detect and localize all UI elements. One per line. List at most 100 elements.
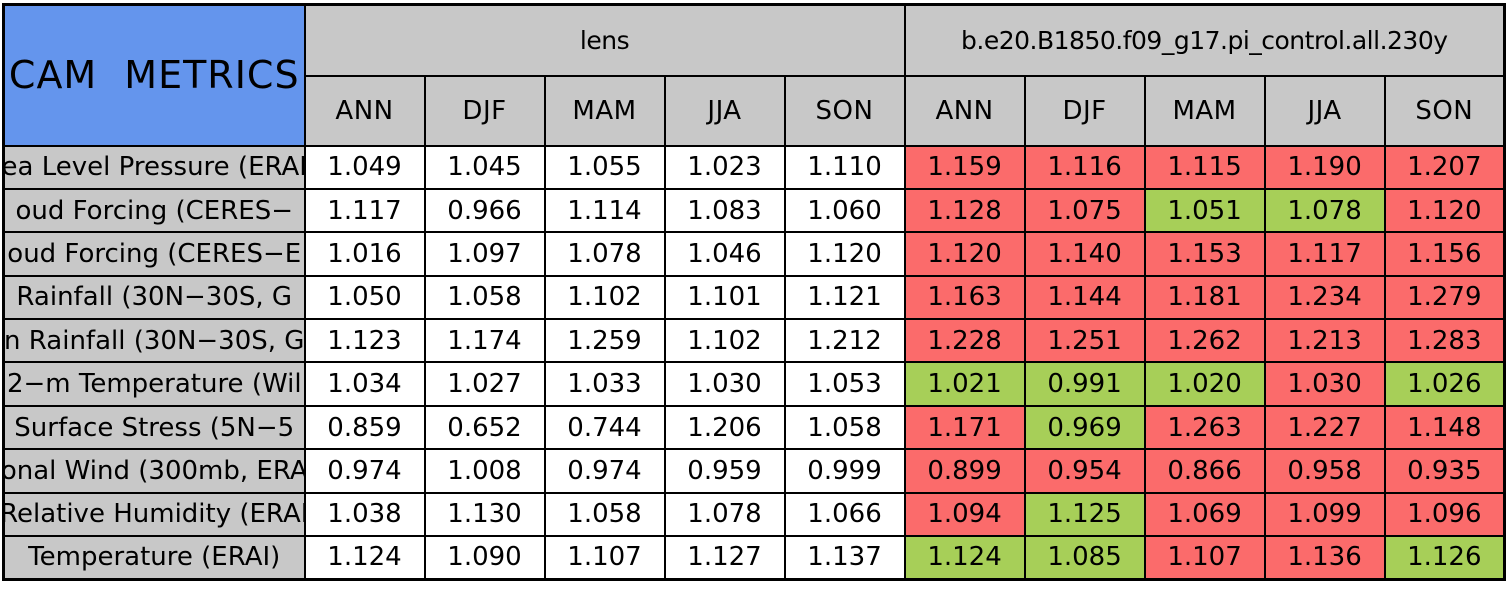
control-value-cell: 1.279 [1383, 274, 1506, 321]
metric-label-text: Relative Humidity (ERAI [5, 499, 304, 530]
lens-value-cell: 1.045 [423, 144, 546, 190]
lens-value-cell: 0.959 [663, 448, 786, 494]
lens-value-cell: 0.859 [303, 404, 426, 451]
lens-value-cell: 1.114 [543, 187, 666, 234]
season-header-jja-group2: JJA [1263, 74, 1386, 147]
control-value-cell: 0.969 [1023, 404, 1146, 451]
group-header-lens: lens [303, 3, 906, 77]
control-value-cell: 1.148 [1383, 404, 1506, 451]
lens-value-cell: 1.049 [303, 144, 426, 190]
metric-label-text: onal Wind (300mb, ERA [5, 455, 304, 486]
metric-label-text: ea Level Pressure (ERAI [5, 152, 304, 183]
lens-value-cell: 1.124 [303, 535, 426, 581]
metric-label-text: 2−m Temperature (Wil [6, 369, 302, 400]
metric-label-cell: onal Wind (300mb, ERA [2, 448, 306, 494]
control-value-cell: 1.228 [903, 318, 1026, 364]
season-header-row: ANN DJF MAM JJA SON ANN DJF MAM JJA SON [4, 74, 1506, 147]
control-value-cell: 1.124 [903, 535, 1026, 581]
metric-label-cell: Relative Humidity (ERAI [2, 491, 306, 538]
season-header-djf-group2: DJF [1023, 74, 1146, 147]
control-value-cell: 1.021 [903, 361, 1026, 407]
control-value-cell: 1.096 [1383, 491, 1506, 538]
metric-row: oud Forcing (CERES−E 1.016 1.097 1.078 1.046… [2, 231, 1506, 277]
control-value-cell: 1.190 [1263, 144, 1386, 190]
control-value-cell: 1.163 [903, 274, 1026, 321]
lens-value-cell: 1.137 [783, 535, 906, 581]
season-header-mam-group2: MAM [1143, 74, 1266, 147]
control-value-cell: 1.125 [1023, 491, 1146, 538]
control-value-cell: 1.116 [1023, 144, 1146, 190]
metric-label-cell: n Rainfall (30N−30S, G [2, 318, 306, 364]
lens-value-cell: 1.058 [423, 274, 546, 321]
control-value-cell: 1.020 [1143, 361, 1266, 407]
control-value-cell: 1.126 [1383, 535, 1506, 581]
lens-value-cell: 1.174 [423, 318, 546, 364]
lens-value-cell: 1.123 [303, 318, 426, 364]
metric-label-text: n Rainfall (30N−30S, G [5, 325, 304, 356]
lens-value-cell: 0.652 [423, 404, 546, 451]
metric-label-cell: 2−m Temperature (Wil [2, 361, 306, 407]
control-value-cell: 1.263 [1143, 404, 1266, 451]
lens-value-cell: 0.974 [303, 448, 426, 494]
control-value-cell: 1.159 [903, 144, 1026, 190]
control-value-cell: 1.026 [1383, 361, 1506, 407]
lens-value-cell: 1.120 [783, 231, 906, 277]
control-value-cell: 1.085 [1023, 535, 1146, 581]
lens-value-cell: 1.206 [663, 404, 786, 451]
control-value-cell: 1.251 [1023, 318, 1146, 364]
lens-value-cell: 1.033 [543, 361, 666, 407]
lens-value-cell: 1.117 [303, 187, 426, 234]
lens-value-cell: 1.023 [663, 144, 786, 190]
season-header-ann-group2: ANN [903, 74, 1026, 147]
lens-value-cell: 1.050 [303, 274, 426, 321]
control-value-cell: 1.078 [1263, 187, 1386, 234]
lens-value-cell: 1.090 [423, 535, 546, 581]
control-value-cell: 1.140 [1023, 231, 1146, 277]
control-value-cell: 1.171 [903, 404, 1026, 451]
lens-value-cell: 1.034 [303, 361, 426, 407]
lens-value-cell: 1.130 [423, 491, 546, 538]
lens-value-cell: 1.008 [423, 448, 546, 494]
control-value-cell: 1.120 [1383, 187, 1506, 234]
metric-row: Surface Stress (5N−5 0.859 0.652 0.744 1.206… [2, 404, 1506, 451]
lens-value-cell: 1.110 [783, 144, 906, 190]
lens-value-cell: 1.058 [783, 404, 906, 451]
control-value-cell: 0.958 [1263, 448, 1386, 494]
season-header-son-group1: SON [783, 74, 906, 147]
lens-value-cell: 1.053 [783, 361, 906, 407]
season-header-mam-group1: MAM [543, 74, 666, 147]
metric-label-text: Surface Stress (5N−5 [14, 412, 295, 443]
lens-value-cell: 1.259 [543, 318, 666, 364]
control-value-cell: 1.099 [1263, 491, 1386, 538]
lens-value-cell: 1.212 [783, 318, 906, 364]
lens-value-cell: 1.030 [663, 361, 786, 407]
metric-row: Relative Humidity (ERAI 1.038 1.130 1.058 1.… [2, 491, 1506, 538]
table-title-cell: CAM METRICS [2, 3, 306, 147]
metric-row: Temperature (ERAI) 1.124 1.090 1.107 1.127 1.… [2, 535, 1506, 581]
metric-row: ea Level Pressure (ERAI 1.049 1.045 1.055 1.… [2, 144, 1506, 190]
metric-label-text: Rainfall (30N−30S, G [16, 282, 293, 313]
season-header-jja-group1: JJA [663, 74, 786, 147]
lens-value-cell: 0.974 [543, 448, 666, 494]
lens-value-cell: 1.060 [783, 187, 906, 234]
control-value-cell: 0.935 [1383, 448, 1506, 494]
control-value-cell: 1.207 [1383, 144, 1506, 190]
lens-value-cell: 1.101 [663, 274, 786, 321]
metric-label-cell: oud Forcing (CERES−E [2, 231, 306, 277]
lens-value-cell: 1.078 [663, 491, 786, 538]
control-value-cell: 0.991 [1023, 361, 1146, 407]
control-value-cell: 1.107 [1143, 535, 1266, 581]
control-value-cell: 1.156 [1383, 231, 1506, 277]
metric-label-cell: Temperature (ERAI) [2, 535, 306, 581]
control-value-cell: 1.117 [1263, 231, 1386, 277]
lens-value-cell: 1.046 [663, 231, 786, 277]
lens-value-cell: 1.127 [663, 535, 786, 581]
lens-value-cell: 0.999 [783, 448, 906, 494]
control-value-cell: 1.262 [1143, 318, 1266, 364]
metric-label-cell: Rainfall (30N−30S, G [2, 274, 306, 321]
control-value-cell: 0.899 [903, 448, 1026, 494]
metric-label-cell: ea Level Pressure (ERAI [2, 144, 306, 190]
control-value-cell: 1.120 [903, 231, 1026, 277]
lens-value-cell: 1.016 [303, 231, 426, 277]
